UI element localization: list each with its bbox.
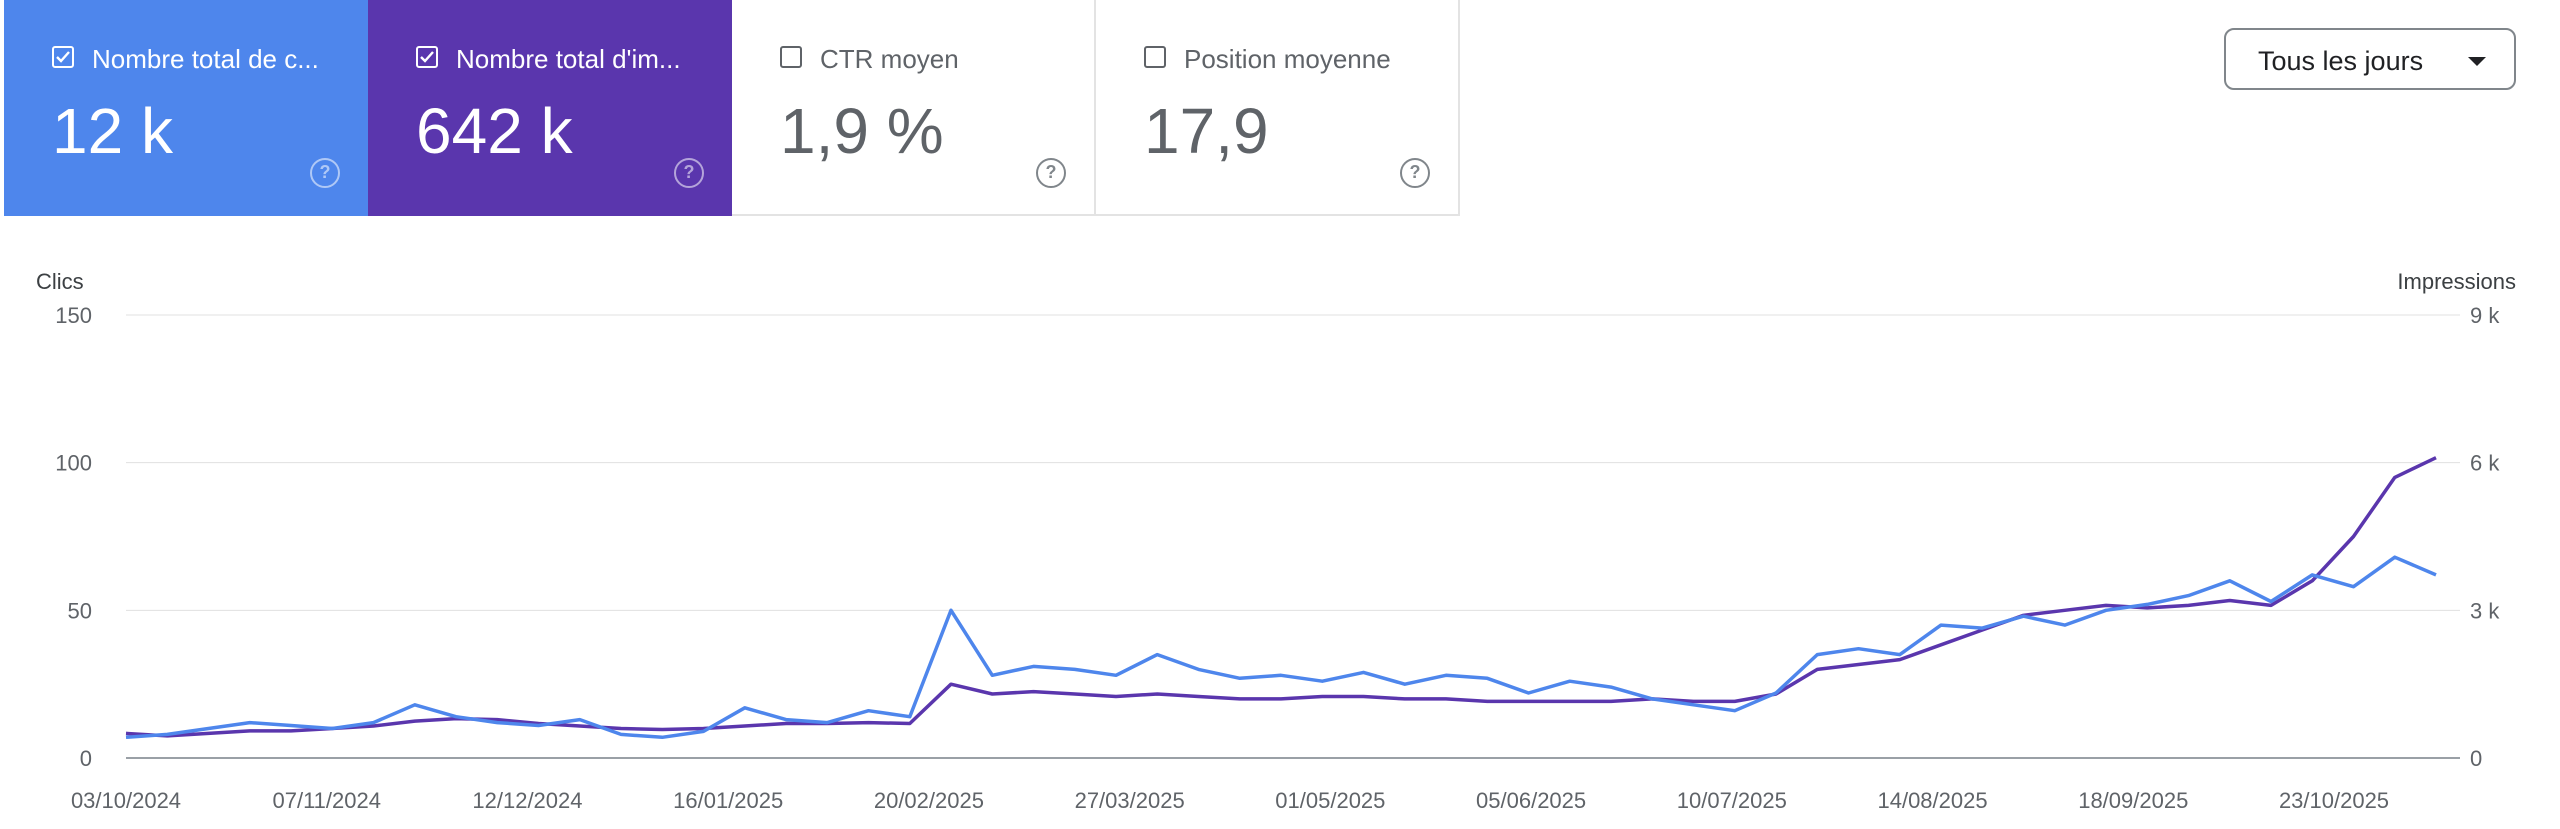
metric-label: CTR moyen [820,44,959,74]
x-tick-label: 23/10/2025 [2279,788,2389,813]
x-tick-label: 14/08/2025 [1877,788,1987,813]
right-tick-label: 6 k [2470,451,2500,476]
left-tick-label: 0 [80,746,92,771]
performance-chart: Clics Impressions 0 50 100 150 0 3 k 6 k 9 k 0… [36,269,2516,813]
help-icon[interactable]: ? [310,158,340,188]
checkbox-icon[interactable] [780,46,802,68]
left-tick-label: 150 [55,303,92,328]
metric-value: 17,9 [1144,95,1269,167]
metric-cards: Nombre total de c... 12 k ? Nombre total… [4,0,1460,216]
metric-card-position[interactable]: Position moyenne 17,9 ? [1096,0,1460,216]
left-tick-label: 50 [68,598,92,623]
right-axis-ticks: 0 3 k 6 k 9 k [2470,303,2500,771]
right-axis-title: Impressions [2397,269,2516,294]
metric-label: Position moyenne [1184,44,1391,74]
metric-value: 12 k [52,95,173,167]
metric-label: Nombre total de c... [92,44,319,74]
metric-value: 642 k [416,95,573,167]
left-axis-title: Clics [36,269,84,294]
date-granularity-dropdown[interactable]: Tous les jours [2224,28,2516,90]
help-icon[interactable]: ? [1400,158,1430,188]
x-axis-ticks: 03/10/2024 07/11/2024 12/12/2024 16/01/2025… [71,788,2389,813]
metric-card-ctr[interactable]: CTR moyen 1,9 % ? [732,0,1096,216]
x-tick-label: 07/11/2024 [272,788,380,813]
right-tick-label: 9 k [2470,303,2500,328]
metric-value: 1,9 % [780,95,944,167]
x-tick-label: 20/02/2025 [874,788,984,813]
x-tick-label: 05/06/2025 [1476,788,1586,813]
checkbox-icon[interactable] [1144,46,1166,68]
right-tick-label: 0 [2470,746,2482,771]
check-icon[interactable] [416,46,438,68]
x-tick-label: 27/03/2025 [1075,788,1185,813]
x-tick-label: 03/10/2024 [71,788,181,813]
gridlines [126,314,2460,759]
metric-label: Nombre total d'im... [456,44,681,74]
series-line-impressions [125,456,2437,738]
metric-card-impressions[interactable]: Nombre total d'im... 642 k ? [368,0,732,216]
x-tick-label: 18/09/2025 [2078,788,2188,813]
left-tick-label: 100 [55,451,92,476]
series-lines [125,456,2437,740]
x-tick-label: 12/12/2024 [472,788,582,813]
x-tick-label: 16/01/2025 [673,788,783,813]
x-tick-label: 10/07/2025 [1677,788,1787,813]
dropdown-label: Tous les jours [2258,46,2424,76]
metric-card-clicks[interactable]: Nombre total de c... 12 k ? [4,0,368,216]
check-icon[interactable] [52,46,74,68]
left-axis-ticks: 0 50 100 150 [55,303,92,771]
right-tick-label: 3 k [2470,598,2500,623]
x-tick-label: 01/05/2025 [1275,788,1385,813]
help-icon[interactable]: ? [674,158,704,188]
help-icon[interactable]: ? [1036,158,1066,188]
series-line-clics [125,555,2437,740]
caret-down-icon [2468,57,2486,66]
